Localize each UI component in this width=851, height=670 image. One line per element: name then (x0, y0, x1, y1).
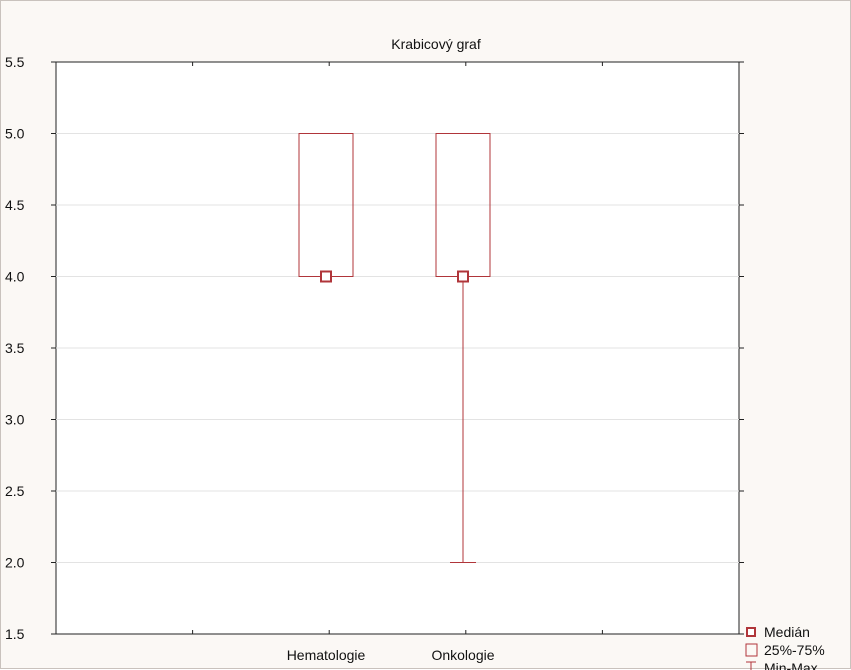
legend-item-box: 25%-75% (745, 642, 825, 658)
y-tick-label: 5.0 (5, 126, 25, 142)
legend-label: Medián (764, 624, 810, 640)
x-tick-label: Hematologie (287, 647, 366, 663)
boxes: Hematologie Onkologie (287, 133, 495, 663)
legend-label: Min-Max (764, 660, 818, 670)
y-tick-label: 4.5 (5, 197, 25, 213)
grid-lines (56, 133, 739, 563)
y-tick-label: 2.0 (5, 555, 25, 571)
legend-label: 25%-75% (764, 642, 825, 658)
y-tick-label: 4.0 (5, 269, 25, 285)
box-hematologie: Hematologie (287, 133, 366, 663)
legend-median-swatch (746, 627, 756, 637)
median-marker (457, 270, 469, 283)
legend: Medián 25%-75% Min-Max (745, 624, 825, 670)
median-marker (320, 270, 332, 283)
y-tick-label: 5.5 (5, 54, 25, 70)
y-tick-label: 1.5 (5, 626, 25, 642)
y-tick-label: 3.0 (5, 412, 25, 428)
y-tick-label: 3.5 (5, 340, 25, 356)
x-tick-label: Onkologie (431, 647, 494, 663)
chart-title: Krabicový graf (391, 36, 481, 52)
legend-item-square-marker: Medián (746, 624, 810, 640)
axis-ticks: 5.5 5.0 4.5 4.0 3.5 3.0 2.5 2.0 1.5 (5, 54, 744, 642)
y-tick-label: 2.5 (5, 483, 25, 499)
box-onkologie: Onkologie (431, 133, 495, 663)
legend-box-swatch (745, 643, 758, 657)
